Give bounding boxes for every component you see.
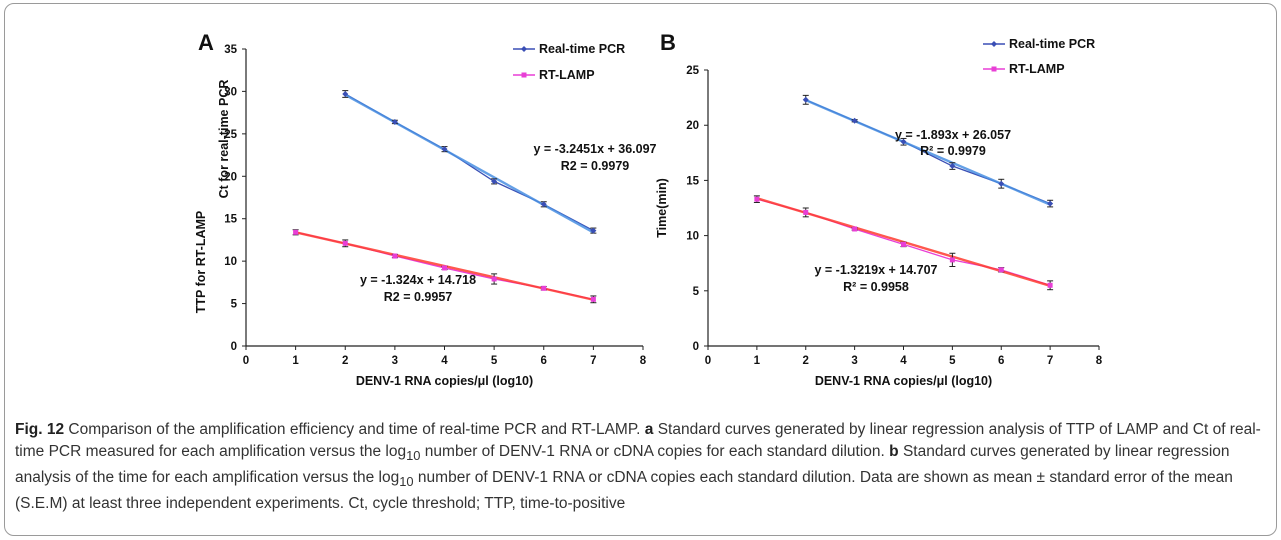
- figure-caption: Fig. 12 Comparison of the amplification …: [15, 419, 1265, 515]
- caption-fig-label: Fig. 12: [15, 421, 64, 438]
- y-tick-label: 5: [231, 299, 238, 311]
- x-tick-label: 2: [803, 355, 809, 367]
- y-tick-label: 15: [224, 214, 237, 226]
- x-tick-label: 4: [441, 355, 448, 367]
- series-rt-lamp: RT-LAMP y = -1.324x + 14.718 R2 = 0.9957: [293, 68, 597, 304]
- y-tick-label: 35: [224, 44, 237, 56]
- data-point: [901, 242, 906, 247]
- legend-swatch-marker: [992, 67, 997, 72]
- caption-panel-a-text-2: number of DENV-1 RNA or cDNA copies for …: [425, 443, 885, 460]
- y-tick-label: 0: [693, 341, 699, 353]
- x-tick-label: 3: [392, 355, 398, 367]
- legend-swatch-marker: [521, 46, 527, 52]
- legend-label: Real-time PCR: [539, 42, 625, 56]
- r-squared-label: R2 = 0.9979: [561, 159, 630, 173]
- y-axis-label: Ct for real-time PCR: [217, 80, 231, 199]
- data-point: [852, 226, 857, 231]
- data-point: [754, 197, 759, 202]
- data-point: [541, 286, 546, 291]
- y-axis-label: TTP for RT-LAMP: [194, 211, 208, 314]
- caption-title: Comparison of the amplification efficien…: [68, 421, 640, 438]
- r-squared-label: R² = 0.9958: [843, 280, 909, 294]
- x-tick-label: 6: [541, 355, 547, 367]
- x-axis-label: DENV-1 RNA copies/μl (log10): [356, 374, 533, 388]
- data-point: [950, 257, 955, 262]
- caption-panel-a-label: a: [645, 421, 654, 438]
- data-point: [392, 254, 397, 259]
- y-tick-label: 10: [224, 256, 237, 268]
- x-tick-label: 2: [342, 355, 348, 367]
- x-tick-label: 0: [705, 355, 711, 367]
- regression-equation: y = -3.2451x + 36.097: [533, 142, 656, 156]
- regression-equation: y = -1.324x + 14.718: [360, 273, 476, 287]
- legend-swatch-marker: [522, 73, 527, 78]
- legend-label: RT-LAMP: [1009, 62, 1065, 76]
- figure-frame: 0 5 10 15 20 25 30 35 0 1 2 3 4 5 6 7 8 DENV-1 RNA copies…: [4, 3, 1277, 536]
- x-tick-label: 8: [1096, 355, 1103, 367]
- x-tick-label: 1: [754, 355, 761, 367]
- x-tick-label: 0: [243, 355, 249, 367]
- trendline: [345, 95, 593, 233]
- y-tick-label: 5: [693, 286, 700, 298]
- data-point: [293, 230, 298, 235]
- regression-equation: y = -1.893x + 26.057: [895, 128, 1011, 142]
- series-rt-lamp: RT-LAMP y = -1.3219x + 14.707 R² = 0.9958: [754, 62, 1065, 294]
- data-point: [1047, 201, 1053, 207]
- chart-panel-b: 0 5 10 15 20 25 0 1 2 3 4 5 6 7 8 DENV-1 RNA copies/μl …: [655, 30, 1103, 388]
- data-point: [343, 241, 348, 246]
- y-tick-label: 15: [686, 175, 699, 187]
- x-axis-label: DENV-1 RNA copies/μl (log10): [815, 374, 992, 388]
- y-axis-label: Time(min): [655, 178, 669, 238]
- x-tick-label: 8: [640, 355, 647, 367]
- r-squared-label: R2 = 0.9957: [384, 290, 453, 304]
- y-tick-label: 20: [686, 120, 699, 132]
- legend-label: RT-LAMP: [539, 68, 595, 82]
- panel-letter: B: [660, 30, 676, 55]
- regression-equation: y = -1.3219x + 14.707: [814, 263, 937, 277]
- data-point: [999, 267, 1004, 272]
- data-point: [591, 297, 596, 302]
- chart-panel-a: 0 5 10 15 20 25 30 35 0 1 2 3 4 5 6 7 8 DENV-1 RNA copies…: [194, 30, 657, 388]
- x-tick-label: 6: [998, 355, 1004, 367]
- series-real-time-pcr: Real-time PCR y = -3.2451x + 36.097 R2 = 0…: [342, 42, 656, 234]
- data-point: [1048, 283, 1053, 288]
- data-point: [803, 210, 808, 215]
- x-tick-label: 7: [1047, 355, 1053, 367]
- legend-swatch-marker: [991, 41, 997, 47]
- data-point: [492, 276, 497, 281]
- legend-label: Real-time PCR: [1009, 37, 1095, 51]
- x-tick-label: 5: [491, 355, 498, 367]
- x-tick-label: 3: [851, 355, 857, 367]
- panel-letter: A: [198, 30, 214, 55]
- caption-panel-b-subscript: 10: [399, 474, 413, 489]
- data-point: [442, 265, 447, 270]
- caption-panel-b-label: b: [889, 443, 898, 460]
- r-squared-label: R² = 0.9979: [920, 144, 986, 158]
- x-tick-label: 1: [292, 355, 299, 367]
- x-tick-label: 7: [590, 355, 596, 367]
- x-tick-label: 4: [900, 355, 907, 367]
- y-tick-label: 25: [686, 65, 699, 77]
- y-tick-label: 10: [686, 231, 699, 243]
- x-tick-label: 5: [949, 355, 956, 367]
- y-tick-label: 0: [231, 341, 237, 353]
- caption-panel-a-subscript: 10: [406, 448, 420, 463]
